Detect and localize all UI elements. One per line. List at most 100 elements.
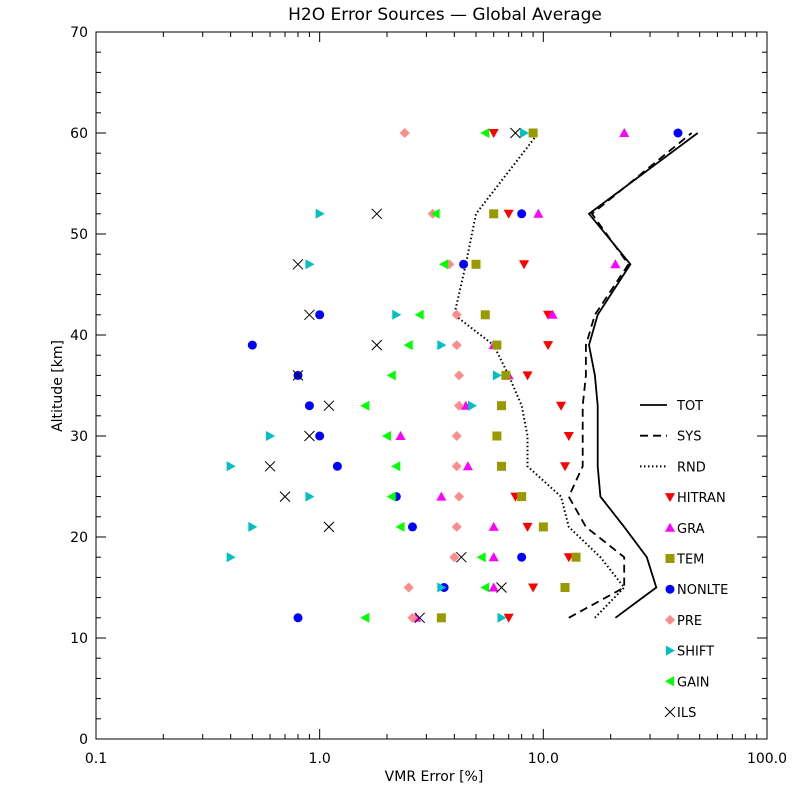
marker-ils-stroke — [323, 400, 335, 412]
axis-ticks: 0 10 20 30 40 50 60 70 0.1 1.0 10.0 100.0 — [70, 25, 787, 767]
x-axis-label: VMR Error [%] — [385, 769, 484, 785]
marker-ils — [292, 370, 304, 381]
legend-swatch-gain — [665, 676, 674, 687]
legend-label-gain: GAIN — [677, 675, 710, 690]
marker-gain — [476, 552, 486, 563]
series-ils — [264, 127, 521, 624]
legend-swatch-nonlte — [665, 584, 675, 594]
profile-lines — [453, 132, 699, 619]
marker-tem — [480, 310, 490, 320]
legend-label-tot: TOT — [676, 399, 703, 414]
legend-label-shift: SHIFT — [677, 645, 714, 660]
legend-swatch-pre — [665, 614, 675, 625]
marker-shift — [437, 582, 447, 593]
marker-ils-stroke — [371, 339, 383, 351]
marker-pre — [407, 612, 418, 623]
legend-swatch-ils — [664, 706, 676, 718]
marker-ils-stroke — [510, 127, 521, 139]
marker-ils — [371, 339, 383, 351]
marker-shift — [520, 128, 530, 138]
marker-shift — [305, 259, 315, 270]
legend-label-ils: ILS — [677, 706, 696, 721]
marker-gra — [619, 128, 630, 137]
marker-gra — [488, 582, 499, 592]
marker-gra — [462, 461, 473, 471]
marker-gra — [436, 491, 447, 501]
marker-gain — [386, 370, 396, 381]
marker-gra — [547, 309, 558, 319]
legend-label-pre: PRE — [677, 614, 702, 629]
marker-hitran — [563, 432, 574, 441]
marker-ils — [414, 612, 426, 624]
x-tick-label: 0.1 — [85, 751, 107, 767]
plot-frame — [95, 31, 768, 740]
marker-pre — [449, 552, 460, 563]
marker-nonlte — [459, 259, 469, 269]
legend-swatch-shift — [666, 645, 675, 656]
marker-ils-stroke — [371, 208, 383, 220]
legend-label-hitran: HITRAN — [677, 491, 726, 506]
marker-ils — [496, 582, 507, 593]
marker-ils — [279, 491, 291, 502]
marker-gain — [391, 461, 401, 472]
series-tem — [436, 128, 581, 623]
marker-shift — [492, 370, 502, 381]
marker-gain — [360, 612, 370, 623]
marker-gain — [480, 582, 490, 593]
marker-tem — [436, 613, 446, 623]
marker-gain — [439, 259, 449, 270]
marker-nonlte — [332, 461, 342, 471]
marker-hitran — [522, 522, 533, 532]
marker-ils-stroke — [264, 460, 276, 472]
marker-ils-stroke — [455, 551, 467, 563]
marker-ils — [264, 460, 276, 472]
marker-gain — [430, 208, 440, 219]
marker-gain — [480, 128, 490, 138]
x-tick-label: 100.0 — [747, 751, 787, 767]
legend: TOT SYS RND HITRAN GRA TEM NONLTE PRE SHIFT GAIN I… — [640, 399, 728, 721]
marker-pre — [403, 582, 414, 593]
legend-swatch-ils-stroke — [664, 706, 676, 718]
x-tick-label: 10.0 — [528, 751, 559, 767]
marker-pre — [454, 491, 465, 502]
y-tick-label: 0 — [79, 732, 88, 748]
marker-ils — [304, 430, 315, 442]
marker-nonlte — [517, 209, 527, 219]
marker-hitran — [519, 260, 530, 270]
marker-ils-stroke — [414, 612, 426, 624]
x-tick-label: 1.0 — [309, 751, 331, 767]
marker-hitran — [556, 401, 567, 411]
marker-shift — [248, 521, 258, 532]
legend-label-rnd: RND — [677, 460, 706, 475]
y-tick-label: 40 — [70, 328, 88, 344]
marker-pre — [454, 400, 465, 411]
marker-ils-stroke — [292, 258, 304, 270]
marker-shift — [226, 552, 236, 563]
marker-gain — [360, 400, 370, 411]
marker-ils-stroke — [279, 491, 291, 502]
y-tick-label: 50 — [70, 227, 88, 243]
legend-label-tem: TEM — [676, 553, 704, 568]
series-nonlte — [247, 128, 683, 623]
marker-gain — [403, 340, 413, 351]
marker-nonlte — [304, 401, 314, 411]
marker-tem — [517, 492, 527, 502]
legend-label-gra: GRA — [677, 522, 705, 537]
marker-pre — [451, 521, 462, 532]
marker-tem — [496, 401, 506, 411]
marker-ils-stroke — [496, 582, 507, 593]
marker-gra — [610, 259, 621, 269]
marker-nonlte — [247, 340, 257, 350]
marker-pre — [451, 340, 462, 351]
legend-label-nonlte: NONLTE — [677, 583, 728, 598]
marker-hitran — [543, 341, 554, 351]
marker-gain — [381, 431, 391, 441]
marker-ils — [323, 400, 335, 412]
y-tick-label: 70 — [70, 25, 88, 41]
marker-gain — [395, 521, 405, 532]
marker-shift — [392, 309, 402, 320]
marker-nonlte — [673, 128, 683, 138]
marker-shift — [497, 612, 507, 623]
